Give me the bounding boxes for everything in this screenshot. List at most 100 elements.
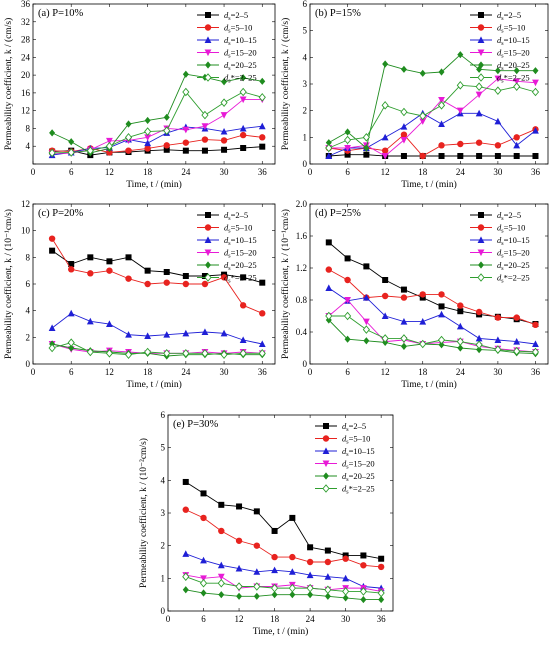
panel-title: (c) P=20% (38, 208, 84, 219)
data-point (201, 349, 209, 358)
y-tick-label: 6 (303, 0, 308, 9)
x-tick-label: 0 (308, 367, 313, 377)
data-point (438, 120, 445, 127)
data-point (513, 78, 521, 85)
data-point (325, 266, 332, 273)
data-point (457, 344, 464, 352)
data-point (288, 568, 296, 575)
data-point (363, 337, 370, 345)
data-point (360, 552, 367, 559)
y-tick-label: 6 (26, 279, 31, 289)
plot-frame (32, 3, 276, 165)
x-axis-title: Time, t / (min) (253, 626, 309, 637)
x-tick-label: 6 (69, 167, 74, 177)
legend: ds=2–5ds=5–10ds=10–15ds=15–20ds=20–25ds*… (470, 210, 530, 285)
data-point (106, 320, 113, 327)
data-point (106, 149, 113, 156)
series-1 (48, 235, 266, 317)
y-axis-title: Permeability coefficient, k / (10⁻¹cm/s) (3, 209, 14, 359)
legend-marker (323, 423, 329, 429)
data-point (513, 153, 520, 159)
data-point (324, 547, 331, 554)
x-tick-label: 30 (220, 167, 230, 177)
legend-label: ds*=2–25 (224, 73, 257, 85)
data-point (513, 346, 521, 356)
data-point (258, 93, 266, 102)
y-tick-label: 32 (21, 17, 30, 27)
y-tick-label: 20 (21, 70, 31, 80)
data-point (217, 561, 225, 569)
data-point (48, 148, 56, 158)
data-point (325, 143, 333, 153)
x-axis-title: Time, t / (min) (401, 379, 457, 390)
x-tick-label: 12 (235, 614, 244, 624)
y-tick-label: 1.2 (296, 263, 307, 273)
legend-label: ds=20–25 (497, 60, 530, 72)
data-point (68, 266, 75, 273)
data-point (325, 284, 333, 291)
data-point (220, 112, 228, 119)
data-point (239, 124, 247, 132)
data-point (400, 153, 407, 159)
legend-label: ds=15–20 (342, 459, 375, 471)
data-point (48, 324, 56, 331)
legend-marker (322, 435, 330, 442)
legend-label: ds=5–10 (497, 23, 525, 35)
series-line (328, 154, 536, 157)
series-2 (325, 284, 539, 347)
legend-marker (322, 484, 330, 493)
legend-label: ds=5–10 (497, 223, 525, 235)
data-point (163, 113, 170, 121)
legend-label: ds=10–15 (224, 35, 257, 47)
x-tick-label: 24 (456, 167, 466, 177)
data-point (307, 591, 314, 599)
data-point (144, 134, 152, 141)
x-tick-label: 36 (258, 167, 268, 177)
data-point (125, 120, 132, 128)
data-point (235, 582, 243, 591)
data-point (144, 280, 151, 288)
data-point (217, 578, 225, 588)
legend-label: ds=10–15 (497, 35, 530, 47)
data-point (105, 349, 114, 358)
data-point (253, 542, 261, 549)
legend-label: ds=2–5 (224, 210, 248, 222)
data-point (344, 255, 351, 262)
data-point (86, 317, 94, 325)
data-point (400, 131, 408, 138)
y-tick-label: 3 (161, 508, 166, 518)
legend-label: ds=15–20 (497, 248, 530, 260)
legend-label: ds=15–20 (224, 248, 257, 260)
data-point (200, 575, 207, 582)
data-point (360, 562, 367, 569)
y-tick-label: 24 (21, 52, 31, 62)
series-line (185, 589, 382, 601)
data-point (382, 60, 389, 68)
y-tick-label: 2 (303, 106, 308, 116)
y-axis-title: Permeability coefficient, k / (cm/s) (280, 18, 291, 151)
data-point (359, 587, 367, 596)
data-point (182, 87, 190, 97)
data-point (271, 591, 278, 599)
data-point (475, 109, 483, 117)
x-tick-label: 0 (308, 167, 313, 177)
data-point (106, 258, 113, 265)
y-tick-label: 5 (303, 26, 308, 36)
data-point (419, 111, 427, 121)
data-point (400, 334, 408, 343)
legend-marker (478, 12, 484, 18)
data-point (67, 309, 75, 317)
legend-label: ds=5–10 (342, 434, 370, 446)
data-point (182, 586, 189, 594)
x-tick-label: 6 (345, 167, 350, 177)
x-axis-title: Time, t / (min) (126, 379, 182, 390)
x-tick-label: 30 (493, 167, 503, 177)
data-point (217, 573, 225, 581)
data-point (531, 347, 540, 357)
data-point (68, 138, 75, 146)
data-point (201, 280, 209, 288)
data-point (271, 553, 278, 561)
data-point (400, 294, 408, 301)
data-point (125, 147, 132, 154)
